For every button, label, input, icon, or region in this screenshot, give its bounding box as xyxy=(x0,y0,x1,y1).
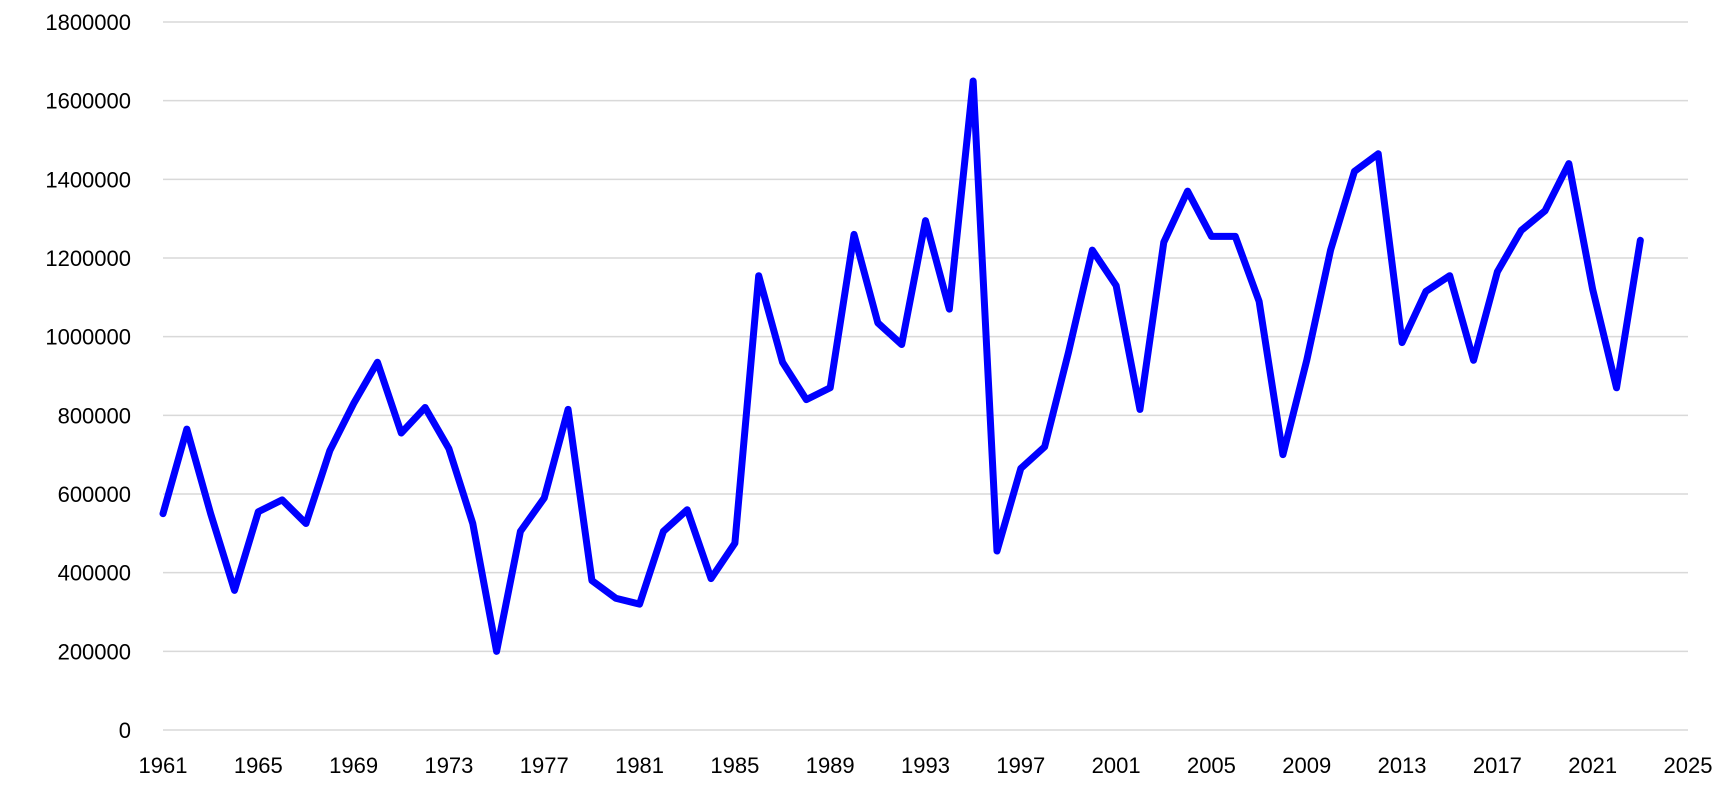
y-tick-label: 0 xyxy=(119,718,131,743)
y-tick-label: 1400000 xyxy=(45,167,131,192)
x-tick-label: 1981 xyxy=(615,753,664,778)
x-axis: 1961 1965 1969 1973 1977 1981 1985 1989 1993 1997… xyxy=(139,729,1713,778)
series-line xyxy=(159,77,1644,655)
y-tick-label: 400000 xyxy=(58,561,131,586)
x-tick-label: 1961 xyxy=(139,753,188,778)
y-tick-label: 800000 xyxy=(58,403,131,428)
grid-layer xyxy=(163,21,1688,653)
series-layer xyxy=(159,77,1644,655)
x-tick-label: 2001 xyxy=(1092,753,1141,778)
y-tick-label: 1200000 xyxy=(45,246,131,271)
x-tick-label: 2013 xyxy=(1378,753,1427,778)
y-axis: 0 200000 400000 600000 800000 1000000 1200000 1… xyxy=(45,10,131,743)
x-tick-label: 1973 xyxy=(424,753,473,778)
x-tick-label: 1989 xyxy=(806,753,855,778)
y-tick-label: 1800000 xyxy=(45,10,131,35)
x-tick-label: 1993 xyxy=(901,753,950,778)
y-tick-label: 1000000 xyxy=(45,325,131,350)
x-tick-label: 1969 xyxy=(329,753,378,778)
x-tick-label: 2017 xyxy=(1473,753,1522,778)
x-tick-label: 1985 xyxy=(710,753,759,778)
x-tick-label: 2021 xyxy=(1568,753,1617,778)
x-tick-label: 2025 xyxy=(1664,753,1713,778)
x-tick-label: 1965 xyxy=(234,753,283,778)
y-tick-label: 1600000 xyxy=(45,89,131,114)
x-tick-label: 1977 xyxy=(520,753,569,778)
y-tick-label: 200000 xyxy=(58,639,131,664)
x-tick-label: 1997 xyxy=(996,753,1045,778)
x-tick-label: 2005 xyxy=(1187,753,1236,778)
y-tick-label: 600000 xyxy=(58,482,131,507)
x-tick-label: 2009 xyxy=(1282,753,1331,778)
